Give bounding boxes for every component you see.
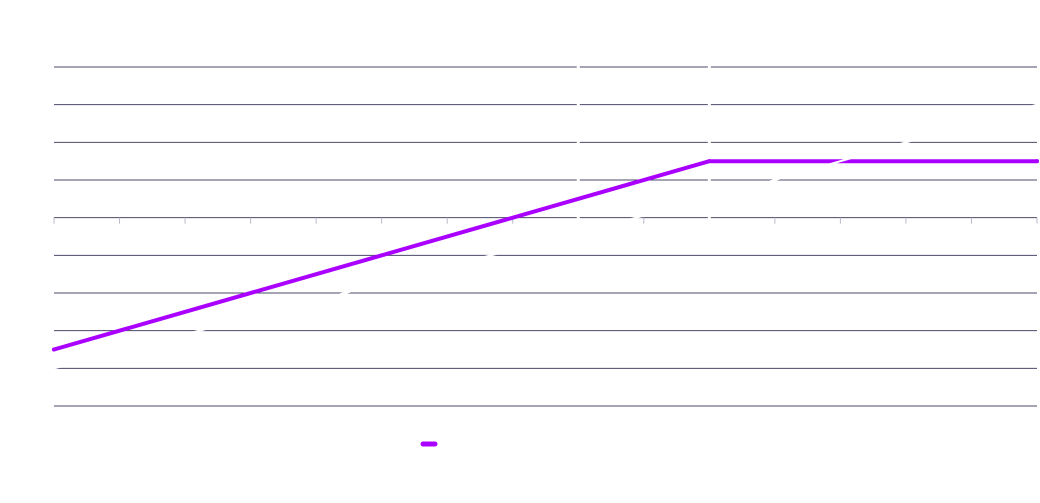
- data-point: [53, 367, 55, 370]
- series-group: [52, 103, 1039, 370]
- data-point: [1036, 103, 1038, 106]
- data-point: [707, 159, 712, 164]
- gridlines: [54, 66, 1037, 407]
- data-point: [52, 347, 56, 352]
- series-line: [53, 103, 1038, 370]
- data-point: [1035, 159, 1039, 164]
- data-point: [708, 197, 711, 200]
- x-axis-ticks: [53, 63, 1038, 224]
